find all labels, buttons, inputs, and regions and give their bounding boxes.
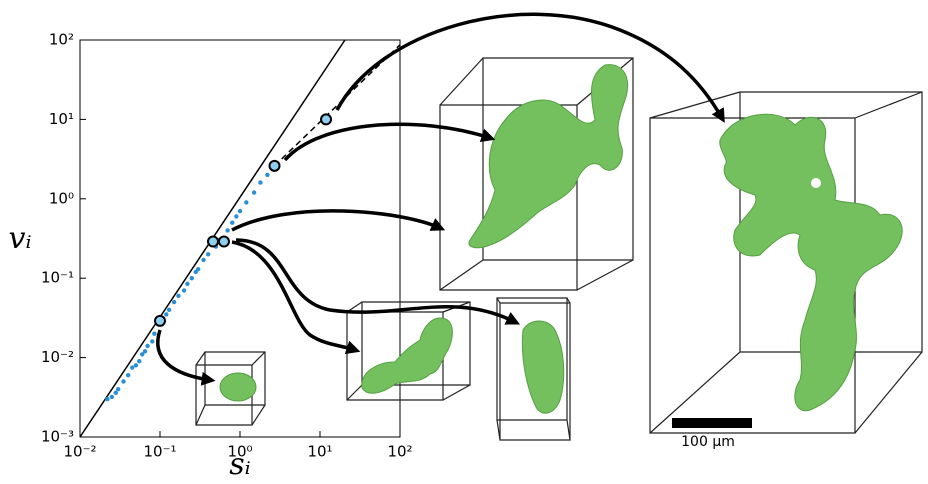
data-point (133, 363, 139, 368)
data-point (265, 172, 270, 178)
data-point (230, 220, 235, 225)
data-point (140, 352, 145, 357)
data-point (113, 390, 118, 396)
highlighted-point (268, 159, 281, 172)
highlighted-point (217, 235, 230, 248)
large-shape (649, 91, 923, 434)
y-axis-label: vᵢ (9, 221, 32, 256)
data-point (201, 257, 206, 263)
data-point (205, 252, 211, 257)
data-point (166, 307, 172, 312)
x-axis-label: sᵢ (229, 447, 250, 482)
data-point (195, 266, 201, 272)
data-point (130, 365, 135, 370)
data-point (142, 349, 148, 354)
data-point (125, 373, 131, 378)
x-tick-label: 10¹ (307, 443, 332, 461)
y-tick-label: 10⁰ (49, 189, 74, 207)
x-tick-label: 10² (387, 443, 412, 461)
x-tick-label: 10⁻² (63, 443, 96, 461)
data-point (105, 396, 110, 402)
data-point (152, 331, 157, 336)
medium-shape-2 (496, 297, 571, 441)
data-point (150, 339, 155, 344)
data-point (109, 394, 115, 400)
y-tick-label: 10² (49, 31, 74, 49)
y-tick-label: 10⁻² (41, 348, 74, 366)
data-point (258, 180, 263, 185)
data-point (137, 359, 142, 364)
data-point (251, 190, 257, 195)
scale-bar (672, 418, 752, 428)
data-point (189, 276, 195, 281)
y-tick-label: 10¹ (49, 110, 74, 128)
x-tick-label: 10⁻¹ (143, 443, 176, 461)
data-point (171, 299, 177, 305)
highlighted-point (320, 113, 333, 126)
scale-label: 100 µm (681, 434, 735, 450)
data-point (185, 281, 190, 287)
data-point (237, 208, 243, 214)
data-point (176, 293, 181, 299)
data-point (244, 200, 249, 205)
arrows (156, 12, 725, 386)
y-tick-label: 10⁻³ (41, 428, 74, 446)
data-point (121, 379, 126, 384)
data-point (181, 288, 187, 293)
data-point (164, 312, 169, 317)
data-point (145, 343, 150, 349)
y-tick-label: 10⁻¹ (41, 269, 74, 287)
highlighted-point (207, 235, 220, 248)
data-point (115, 386, 121, 392)
x-tick-label: 10⁰ (227, 443, 252, 461)
medium-shape (346, 301, 471, 401)
data-point (234, 214, 239, 219)
small-shape (195, 351, 266, 426)
top-shape (439, 57, 634, 291)
reference-line (273, 44, 401, 167)
highlighted-point (154, 314, 166, 327)
data-point (225, 228, 230, 233)
